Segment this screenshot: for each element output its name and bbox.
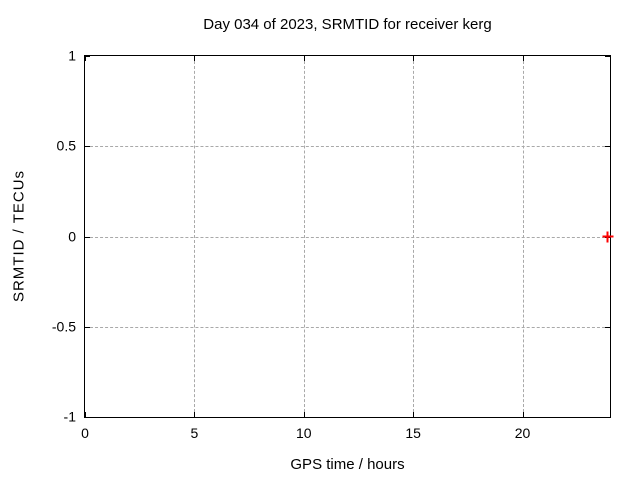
y-tick-label: 1 bbox=[68, 47, 76, 64]
y-tick-mark bbox=[85, 236, 90, 238]
y-tick-mark-mirror bbox=[605, 417, 610, 418]
x-tick-mark bbox=[85, 412, 86, 417]
y-tick-mark bbox=[85, 146, 90, 148]
x-tick-mark-mirror bbox=[303, 56, 305, 61]
x-tick-mark-mirror bbox=[194, 56, 196, 61]
x-tick-label: 5 bbox=[190, 425, 199, 441]
y-tick-label: 0 bbox=[68, 228, 76, 244]
y-tick-mark bbox=[85, 417, 90, 418]
chart-title: Day 034 of 2023, SRMTID for receiver ker… bbox=[203, 16, 492, 33]
y-tick-label: 0.5 bbox=[56, 137, 76, 154]
x-tick-mark-mirror bbox=[85, 56, 86, 61]
gridline-horizontal bbox=[85, 146, 610, 148]
y-tick-label: -0.5 bbox=[51, 318, 76, 335]
x-tick-mark-mirror bbox=[522, 56, 524, 61]
x-tick-mark bbox=[194, 412, 196, 417]
y-tick-mark bbox=[85, 326, 90, 328]
y-tick-mark-mirror bbox=[605, 326, 610, 328]
x-tick-label: 10 bbox=[295, 425, 312, 441]
x-tick-label: 15 bbox=[405, 425, 421, 441]
x-tick-mark bbox=[522, 412, 524, 417]
gridline-horizontal bbox=[85, 236, 610, 238]
x-axis-label: GPS time / hours bbox=[290, 456, 405, 473]
y-tick-label: -1 bbox=[63, 408, 76, 425]
y-axis-label: SRMTID / TECUs bbox=[10, 169, 28, 303]
gridline-horizontal bbox=[85, 326, 610, 328]
data-point bbox=[602, 231, 614, 242]
y-tick-mark bbox=[85, 56, 90, 57]
x-tick-label: 20 bbox=[514, 425, 531, 441]
y-tick-mark-mirror bbox=[605, 146, 610, 148]
x-tick-mark-mirror bbox=[413, 56, 415, 61]
plot-area: 0 5 10 15 20 -1 -0.5 0 0.5 1 bbox=[52, 48, 614, 441]
x-tick-mark bbox=[303, 412, 305, 417]
y-tick-mark-mirror bbox=[605, 56, 610, 57]
x-tick-mark bbox=[413, 412, 415, 417]
x-tick-label: 0 bbox=[81, 425, 89, 441]
